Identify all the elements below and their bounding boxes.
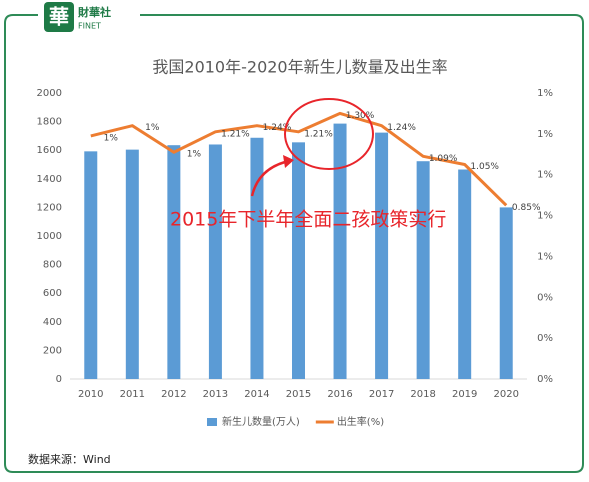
x-tick-label: 2010 xyxy=(78,389,103,400)
data-label: 1% xyxy=(104,133,119,143)
y-tick-label: 200 xyxy=(43,345,62,356)
y2-tick-label: 1% xyxy=(537,211,553,222)
y-tick-label: 600 xyxy=(43,288,62,299)
data-label: 1% xyxy=(187,150,202,160)
bar xyxy=(292,142,305,379)
bar xyxy=(125,149,139,379)
bar xyxy=(375,132,389,379)
y-tick-label: 2000 xyxy=(37,88,62,99)
annotation: 2015年下半年全面二孩政策实行 xyxy=(170,209,446,231)
bar xyxy=(458,169,472,379)
x-tick-label: 2012 xyxy=(161,389,186,400)
logo-name: 財華社 xyxy=(77,5,111,19)
bar xyxy=(84,151,98,379)
legend-label: 出生率(%) xyxy=(337,415,384,428)
x-tick-label: 2016 xyxy=(327,389,352,400)
logo-sub: FINET xyxy=(78,22,101,31)
x-tick-label: 2017 xyxy=(369,389,394,400)
bar xyxy=(167,145,181,379)
line xyxy=(90,111,508,207)
y-tick-label: 400 xyxy=(43,317,62,328)
chart-title: 我国2010年-2020年新生儿数量及出生率 xyxy=(152,58,447,77)
x-tick-label: 2014 xyxy=(244,389,269,400)
legend-swatch xyxy=(207,418,217,426)
arrow xyxy=(250,160,286,197)
x-tick-label: 2015 xyxy=(286,389,311,400)
logo-icon: 華 xyxy=(49,5,69,29)
data-label: 1.30% xyxy=(346,111,375,121)
y2-tick-label: 1% xyxy=(537,88,553,99)
data-label: 1.24% xyxy=(263,123,292,133)
bar xyxy=(333,123,347,380)
arrow-head xyxy=(283,155,294,168)
y-tick-label: 1000 xyxy=(37,231,62,242)
y-tick-label: 1200 xyxy=(37,202,62,213)
y-tick-label: 0 xyxy=(56,374,62,385)
legend-label: 新生儿数量(万人) xyxy=(222,415,300,428)
data-label: 0.85% xyxy=(512,203,541,213)
x-tick-label: 2011 xyxy=(120,389,145,400)
x-tick-label: 2013 xyxy=(203,389,228,400)
y-tick-label: 1400 xyxy=(37,174,62,185)
y2-tick-label: 0% xyxy=(537,374,553,385)
data-label: 1.21% xyxy=(221,129,250,139)
y-tick-label: 1600 xyxy=(37,145,62,156)
bar xyxy=(208,144,222,379)
source: 数据来源：Wind xyxy=(28,452,111,466)
x-tick-label: 2019 xyxy=(452,389,477,400)
plot: 0 200 400 600 800 1000 1200 1400 1600 1800 2000 0% 0… xyxy=(37,88,553,428)
data-label: 1.24% xyxy=(387,123,416,133)
y2-tick-label: 1% xyxy=(537,129,553,140)
y-tick-label: 800 xyxy=(43,260,62,271)
bar xyxy=(499,207,513,379)
y2-tick-label: 0% xyxy=(537,292,553,303)
data-label: 1.05% xyxy=(470,162,499,172)
x-tick-label: 2018 xyxy=(410,389,435,400)
y2-tick-label: 1% xyxy=(537,251,553,262)
data-label: 1.21% xyxy=(304,129,333,139)
data-label: 1% xyxy=(145,123,160,133)
x-tick-label: 2020 xyxy=(494,389,519,400)
frame xyxy=(4,14,584,473)
bar xyxy=(250,137,264,379)
bar xyxy=(416,161,430,379)
data-label: 1.09% xyxy=(429,154,458,164)
y-tick-label: 1800 xyxy=(37,117,62,128)
y2-tick-label: 1% xyxy=(537,170,553,181)
highlight-circle xyxy=(284,98,374,170)
logo-badge xyxy=(44,2,74,32)
y2-tick-label: 0% xyxy=(537,333,553,344)
